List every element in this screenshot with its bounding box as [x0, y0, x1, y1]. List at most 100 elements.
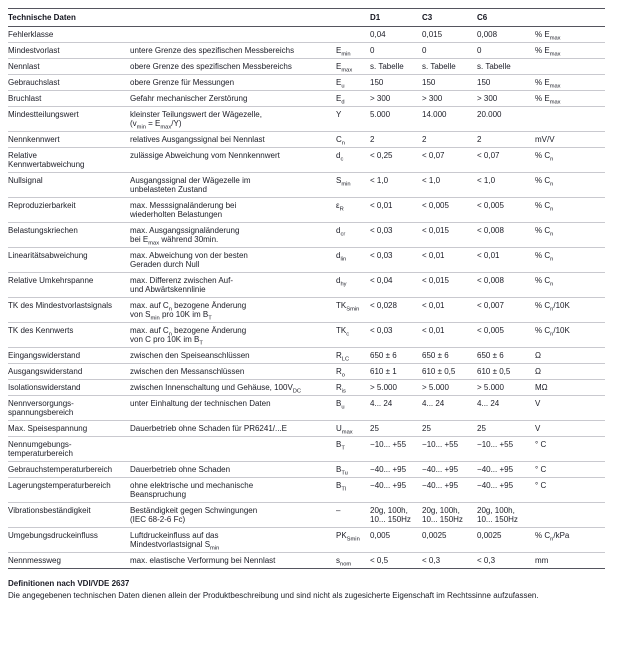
unit-cell: ° C: [535, 461, 606, 478]
symbol-cell: BTu: [336, 461, 371, 478]
table-row: Belastungskriechen max. Ausgangssignaländ…: [8, 222, 606, 248]
param-name-cell: Mindestteilungswert: [8, 106, 130, 132]
unit-cell: MΩ: [535, 379, 606, 396]
symbol-cell: BTl: [336, 477, 371, 503]
value-d1-cell: 25: [370, 420, 423, 437]
param-desc-cell: [130, 436, 336, 462]
param-name-cell: TK des Mindestvorlastsignals: [8, 297, 130, 323]
unit-cell: V: [535, 395, 606, 421]
value-d1-cell: 2: [370, 131, 423, 148]
value-d1-cell: < 1,0: [370, 172, 423, 198]
unit-cell: [535, 106, 606, 132]
table-header-row: Technische Daten D1 C3 C6: [8, 8, 606, 27]
value-c6-cell: 4... 24: [477, 395, 536, 421]
value-c3-cell: < 0,015: [422, 222, 478, 248]
table-title: Technische Daten: [8, 8, 371, 27]
value-c6-cell: < 0,01: [477, 247, 536, 273]
param-desc-cell: kleinster Teilungswert der Wägezelle, (v…: [130, 106, 336, 132]
unit-cell: % Cn/kPa: [535, 527, 606, 553]
value-d1-cell: < 0,04: [370, 272, 423, 298]
value-d1-cell: < 0,5: [370, 552, 423, 569]
value-c3-cell: −40... +95: [422, 477, 478, 503]
column-header-unit: [535, 8, 606, 27]
table-row: Relative Kennwertabweichung zulässige Abw…: [8, 147, 606, 173]
value-c6-cell: 650 ± 6: [477, 347, 536, 364]
param-name-cell: Nennlast: [8, 58, 130, 75]
table-row: Mindestteilungswert kleinster Teilungswer…: [8, 106, 606, 132]
table-row: Nullsignal Ausgangssignal der Wägezelle i…: [8, 172, 606, 198]
param-name-cell: Eingangswiderstand: [8, 347, 130, 364]
unit-cell: % Cn/10K: [535, 322, 606, 348]
symbol-cell: dhy: [336, 272, 371, 298]
value-c3-cell: < 0,01: [422, 297, 478, 323]
value-c6-cell: 20.000: [477, 106, 536, 132]
footer-disclaimer: Die angegebenen technischen Daten dienen…: [8, 591, 539, 600]
param-name-cell: Gebrauchslast: [8, 74, 130, 91]
table-row: Nennlast obere Grenze des spezifischen Me…: [8, 58, 606, 75]
unit-cell: Ω: [535, 347, 606, 364]
param-desc-cell: zulässige Abweichung vom Nennkennwert: [130, 147, 336, 173]
value-c3-cell: < 1,0: [422, 172, 478, 198]
spec-table-body: Fehlerklasse 0,04 0,015 0,008% Emax Mindestv…: [8, 26, 606, 569]
param-desc-cell: [130, 26, 336, 43]
value-c3-cell: < 0,07: [422, 147, 478, 173]
symbol-cell: TKSmin: [336, 297, 371, 323]
unit-cell: [535, 58, 606, 75]
value-c6-cell: < 0,005: [477, 322, 536, 348]
unit-cell: % Cn/10K: [535, 297, 606, 323]
value-c3-cell: < 0,005: [422, 197, 478, 223]
table-row: Umgebungsdruckeinfluss Luftdruckeinfluss …: [8, 527, 606, 553]
footer-definitions: Definitionen nach VDI/VDE 2637: [8, 579, 130, 588]
column-header-c6: C6: [477, 8, 536, 27]
value-c3-cell: 650 ± 6: [422, 347, 478, 364]
value-c6-cell: 0,008: [477, 26, 536, 43]
param-name-cell: Relative Umkehrspanne: [8, 272, 130, 298]
param-name-cell: Fehlerklasse: [8, 26, 130, 43]
symbol-cell: dcr: [336, 222, 371, 248]
value-c6-cell: < 0,008: [477, 272, 536, 298]
table-row: Bruchlast Gefahr mechanischer Zerstörung E…: [8, 90, 606, 107]
value-d1-cell: s. Tabelle: [370, 58, 423, 75]
param-name-cell: Max. Speisespannung: [8, 420, 130, 437]
value-c3-cell: < 0,015: [422, 272, 478, 298]
value-c6-cell: > 5.000: [477, 379, 536, 396]
symbol-cell: Ris: [336, 379, 371, 396]
param-name-cell: Belastungskriechen: [8, 222, 130, 248]
param-desc-cell: untere Grenze des spezifischen Messberei…: [130, 42, 336, 59]
table-row: Max. Speisespannung Dauerbetrieb ohne Sch…: [8, 420, 606, 437]
column-header-d1: D1: [370, 8, 423, 27]
param-name-cell: Gebrauchstemperaturbereich: [8, 461, 130, 478]
value-d1-cell: 610 ± 1: [370, 363, 423, 380]
unit-cell: % Cn: [535, 222, 606, 248]
param-desc-cell: Gefahr mechanischer Zerstörung: [130, 90, 336, 107]
value-d1-cell: < 0,03: [370, 322, 423, 348]
param-desc-cell: obere Grenze für Messungen: [130, 74, 336, 91]
table-row: Linearitätsabweichung max. Abweichung von…: [8, 247, 606, 273]
value-d1-cell: 650 ± 6: [370, 347, 423, 364]
value-c3-cell: 25: [422, 420, 478, 437]
param-name-cell: Mindestvorlast: [8, 42, 130, 59]
param-name-cell: Ausgangswiderstand: [8, 363, 130, 380]
symbol-cell: Ro: [336, 363, 371, 380]
param-name-cell: Reproduzierbarkeit: [8, 197, 130, 223]
value-c6-cell: < 0,008: [477, 222, 536, 248]
symbol-cell: Bu: [336, 395, 371, 421]
symbol-cell: PKSmin: [336, 527, 371, 553]
table-row: Reproduzierbarkeit max. Messsignaländerun…: [8, 197, 606, 223]
param-desc-cell: max. auf Cn bezogene Änderung von C pro …: [130, 322, 336, 348]
unit-cell: [535, 502, 606, 528]
param-desc-cell: max. Ausgangssignaländerung bei Emax wäh…: [130, 222, 336, 248]
table-row: Gebrauchslast obere Grenze für Messungen E…: [8, 74, 606, 91]
value-d1-cell: 0,04: [370, 26, 423, 43]
value-c3-cell: > 5.000: [422, 379, 478, 396]
symbol-cell: [336, 26, 371, 43]
value-c6-cell: 610 ± 0,5: [477, 363, 536, 380]
table-row: Relative Umkehrspanne max. Differenz zwis…: [8, 272, 606, 298]
value-c6-cell: 0,0025: [477, 527, 536, 553]
value-c3-cell: < 0,01: [422, 322, 478, 348]
table-row: Ausgangswiderstand zwischen den Messansch…: [8, 363, 606, 380]
param-desc-cell: Dauerbetrieb ohne Schaden: [130, 461, 336, 478]
symbol-cell: Y: [336, 106, 371, 132]
symbol-cell: Ed: [336, 90, 371, 107]
